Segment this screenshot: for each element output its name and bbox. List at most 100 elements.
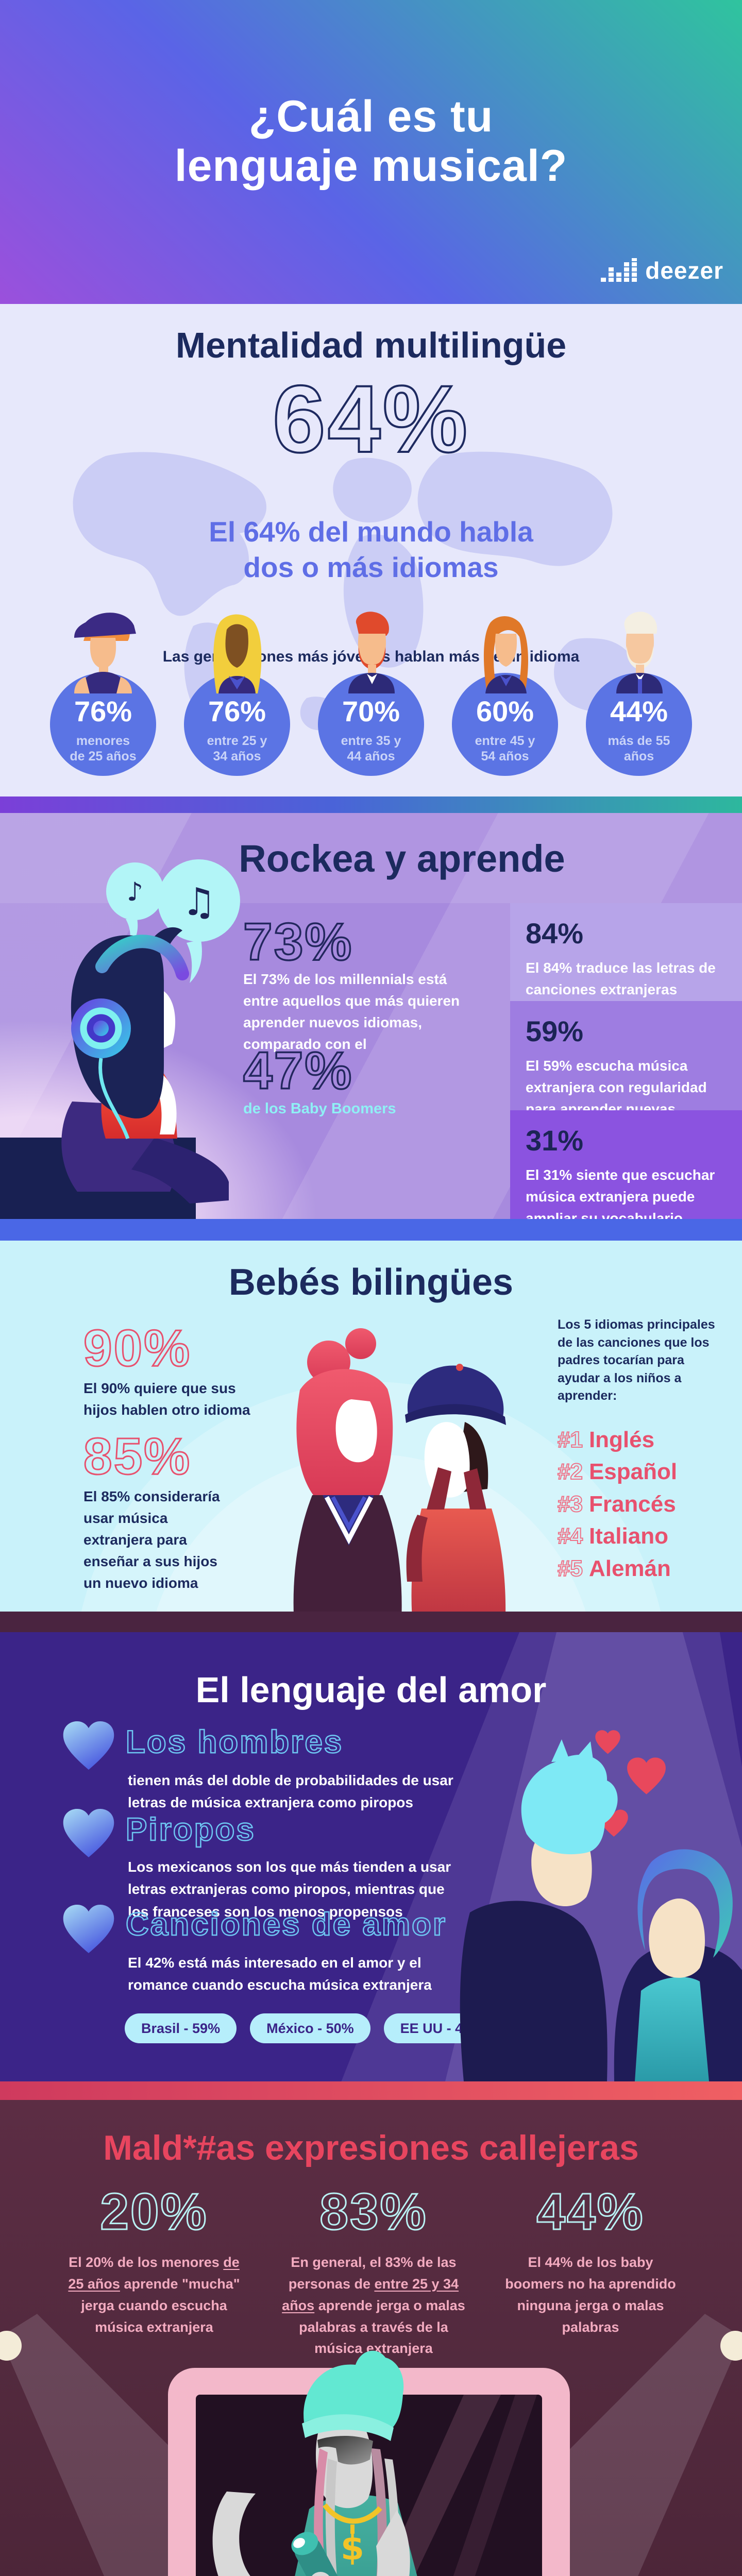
age-groups-row: 76% menores de 25 años 76% xyxy=(0,607,742,776)
age-group-under25: 76% menores de 25 años xyxy=(50,607,156,776)
stat-box-31: 31% El 31% siente que escuchar música ex… xyxy=(510,1110,742,1226)
mald-stat-44: 44% El 44% de los baby boomers no ha apr… xyxy=(500,2182,681,2360)
age-group-35-44: 70% entre 35 y 44 años xyxy=(318,607,424,776)
age-stat-label: entre 45 y 54 años xyxy=(475,734,535,764)
language-item: #4 Italiano xyxy=(557,1523,668,1549)
stat-box-84: 84% El 84% traduce las letras de cancion… xyxy=(510,903,742,1001)
age-stat-circle: 60% entre 45 y 54 años xyxy=(452,673,558,776)
stat-73-text: El 73% de los millennials está entre aqu… xyxy=(243,971,460,1052)
stat-20-text: El 20% de los menores de 25 años aprende… xyxy=(68,2255,240,2335)
multilingual-section: Mentalidad multilingüe 64% El 64% del mu… xyxy=(0,304,742,796)
stat-85-outline: 85% xyxy=(82,1427,192,1486)
pill-mexico: México - 50% xyxy=(250,2013,370,2043)
language-of-love-section: El lenguaje del amor Los hombres tienen … xyxy=(0,1632,742,2081)
deezer-wordmark: deezer xyxy=(645,257,723,284)
stat-64-outline: 64% xyxy=(272,365,470,473)
heart-icon xyxy=(63,1721,114,1770)
couple-illustration xyxy=(460,1730,742,2081)
mald-stat-83: 83% En general, el 83% de las personas d… xyxy=(276,2182,471,2360)
music-notes-icon: ♫ xyxy=(182,880,216,924)
music-speech-bubbles-icon: ♪ ♫ xyxy=(106,859,240,983)
age-stat-circle: 76% entre 25 y 34 años xyxy=(184,673,290,776)
mald-stat-20: 20% El 20% de los menores de 25 años apr… xyxy=(61,2182,247,2360)
heart-icon xyxy=(63,1904,114,1954)
floor-band xyxy=(0,1612,742,1632)
bearded-man-avatar-icon xyxy=(348,612,395,693)
love-text-songs: El 42% está más interesado en el amor y … xyxy=(128,1955,432,1993)
young-man-cap-avatar-icon xyxy=(74,613,136,693)
stat-64-subtitle-line1: El 64% del mundo habla xyxy=(209,516,533,548)
stat-64-subtitle-line2: dos o más idiomas xyxy=(243,551,499,583)
blue-divider xyxy=(0,1219,742,1241)
deezer-equalizer-icon xyxy=(601,258,637,282)
two-kids-illustration xyxy=(293,1328,506,1632)
street-expressions-section: Mald*#as expresiones callejeras 20% El 2… xyxy=(0,2100,742,2576)
age-stat-pct: 70% xyxy=(342,695,400,727)
page-title-line2: lenguaje musical? xyxy=(174,141,568,191)
stat-20-outline: 20% xyxy=(99,2182,208,2242)
age-stat-pct: 60% xyxy=(476,695,534,727)
love-text-men: tienen más del doble de probabilidades d… xyxy=(128,1772,453,1811)
bilingual-babies-section: Bebés bilingües 90% El 90% quiere que su… xyxy=(0,1241,742,1632)
age-stat-circle: 44% más de 55 años xyxy=(586,673,692,776)
age-group-25-34: 76% entre 25 y 34 años xyxy=(184,607,290,776)
love-heading-songs: Canciones de amor xyxy=(125,1906,447,1943)
rockea-title: Rockea y aprende xyxy=(239,837,565,880)
music-note-icon: ♪ xyxy=(127,877,143,907)
stat-44-outline: 44% xyxy=(536,2182,645,2242)
multilingual-title: Mentalidad multilingüe xyxy=(175,325,567,365)
age-stat-label: entre 25 y 34 años xyxy=(207,734,267,764)
gradient-divider xyxy=(0,796,742,813)
age-group-over55: 44% más de 55 años xyxy=(586,607,692,776)
top5-languages-intro: Los 5 idiomas principales de las cancion… xyxy=(558,1317,715,1403)
page-title-line1: ¿Cuál es tu xyxy=(248,92,494,141)
mald-title: Mald*#as expresiones callejeras xyxy=(103,2128,639,2167)
mald-stats-row: 20% El 20% de los menores de 25 años apr… xyxy=(0,2182,742,2360)
stat-59-pct: 59% xyxy=(526,1015,584,1047)
stat-73-outline: 73% xyxy=(242,911,353,972)
language-item: #1 Inglés xyxy=(557,1427,655,1453)
stat-84-text: El 84% traduce las letras de canciones e… xyxy=(526,960,716,997)
stat-90-text: El 90% quiere que sus hijos hablen otro … xyxy=(83,1380,250,1418)
girl-headphones-illustration xyxy=(0,927,229,1219)
love-title: El lenguaje del amor xyxy=(195,1670,547,1710)
age-stat-circle: 76% menores de 25 años xyxy=(50,673,156,776)
stat-31-pct: 31% xyxy=(526,1124,584,1157)
stage-lamp-icon xyxy=(720,2331,742,2361)
red-divider xyxy=(0,2081,742,2100)
language-item: #5 Alemán xyxy=(557,1555,671,1582)
stat-83-outline: 83% xyxy=(319,2182,428,2242)
pill-brasil: Brasil - 59% xyxy=(125,2013,237,2043)
age-stat-pct: 76% xyxy=(208,695,266,727)
deezer-logo: deezer xyxy=(601,257,723,284)
top5-languages-list: #1 Inglés #2 Español #3 Francés #4 Italiano … xyxy=(557,1424,678,1585)
rockea-section: Rockea y aprende ♪ ♫ xyxy=(0,813,742,1226)
love-text-piropos: Los mexicanos son los que más tienden a … xyxy=(128,1859,451,1920)
age-stat-pct: 44% xyxy=(610,695,668,727)
stat-44-text: El 44% de los baby boomers no ha aprendi… xyxy=(505,2255,676,2335)
stat-84-pct: 84% xyxy=(526,917,584,950)
age-stat-pct: 76% xyxy=(74,695,132,727)
auburn-woman-avatar-icon xyxy=(483,616,528,693)
header-section: ¿Cuál es tu lenguaje musical? deezer xyxy=(0,0,742,304)
age-stat-label: más de 55 años xyxy=(608,734,670,764)
dollar-pendant-icon: $ xyxy=(341,2528,364,2568)
age-group-45-54: 60% entre 45 y 54 años xyxy=(452,607,558,776)
page-title: ¿Cuál es tu lenguaje musical? xyxy=(0,92,742,191)
love-heading-piropos: Piropos xyxy=(125,1811,256,1849)
stat-box-59: 59% El 59% escucha música extranjera con… xyxy=(510,1001,742,1139)
tv-rapper-illustration: $ xyxy=(168,2350,570,2576)
stat-90-outline: 90% xyxy=(82,1319,192,1378)
stat-85-text: El 85% consideraría usar música extranje… xyxy=(83,1488,220,1591)
stat-47-text: de los Baby Boomers xyxy=(243,1100,396,1117)
language-item: #3 Francés xyxy=(557,1491,676,1517)
bebes-title: Bebés bilingües xyxy=(228,1262,514,1303)
language-item: #2 Español xyxy=(557,1459,678,1485)
stat-64-subtitle: El 64% del mundo habla dos o más idiomas xyxy=(0,514,742,585)
age-stat-label: menores de 25 años xyxy=(70,734,137,764)
stat-47-outline: 47% xyxy=(242,1040,353,1101)
age-stat-label: entre 35 y 44 años xyxy=(341,734,401,764)
older-man-avatar-icon xyxy=(616,612,663,693)
love-heading-men: Los hombres xyxy=(125,1724,344,1761)
